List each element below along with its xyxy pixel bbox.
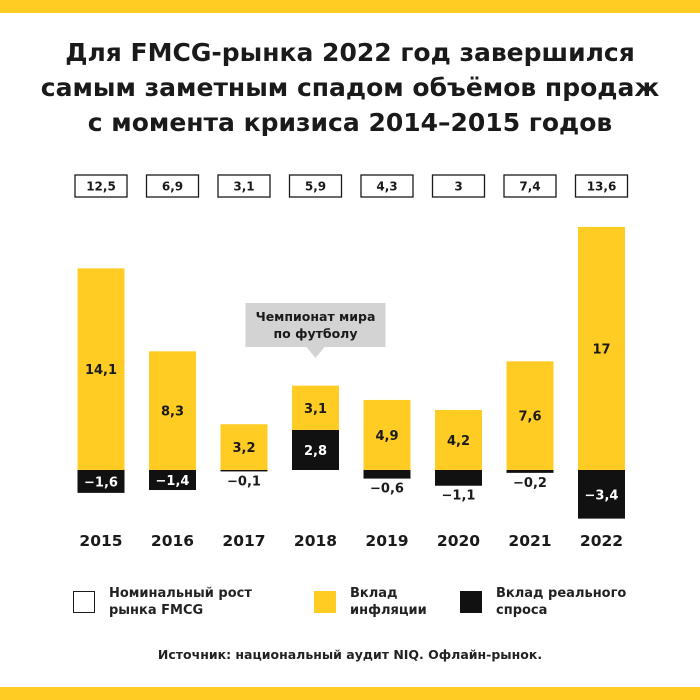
chart-title: Для FMCG-рынка 2022 год завершился самым… [0,35,700,140]
nominal-growth-box [503,174,557,198]
bar-inflation [506,361,554,470]
nominal-growth-box [574,174,629,198]
bar-label-real-demand: 2,8 [304,444,327,459]
bar-real-demand [149,470,196,491]
annotation-line-2: по футболу [274,326,358,341]
bar-inflation [149,351,196,470]
bar-real-demand [77,470,125,493]
bar-inflation [363,399,411,470]
x-tick-label: 2022 [580,532,623,550]
bar-label-real-demand: −1,1 [442,489,476,504]
x-tick-label: 2021 [508,532,551,550]
bar-inflation [77,268,125,470]
bar-label-inflation: 4,2 [447,434,470,449]
bar-label-inflation: 8,3 [161,405,184,420]
bar-label-real-demand: −0,2 [513,476,547,491]
x-tick-label: 2015 [79,532,122,550]
bar-inflation [220,424,268,470]
nominal-growth-label: 12,5 [86,180,116,194]
nominal-growth-box [145,174,200,198]
nominal-growth-box [74,174,128,198]
nominal-growth-box [217,174,271,198]
annotation-callout [245,303,386,347]
source-note: Источник: национальный аудит NIQ. Офлайн… [157,647,543,662]
nominal-growth-box [431,174,486,198]
legend-item-inflation: Вклад инфляции [314,585,500,619]
bar-inflation [292,385,339,430]
bar-label-real-demand: −3,4 [585,488,619,503]
legend-label-real: Вклад реального спроса [496,586,627,618]
nominal-growth-label: 7,4 [519,180,540,194]
title-line-3: с момента кризиса 2014–2015 годов [87,108,613,137]
bar-real-demand [435,470,482,486]
legend-item-nominal: Номинальный рост рынка FMCG [73,585,259,619]
annotation-line-1: Чемпионат мира [256,309,376,324]
nominal-growth-label: 3,1 [233,180,254,194]
nominal-growth-label: 3 [454,180,462,194]
bar-real-demand [506,470,554,473]
legend: Номинальный рост рынка FMCG Вклад инфляц… [0,585,700,635]
nominal-growth-box [288,174,343,198]
bar-label-real-demand: −0,6 [370,482,404,497]
bar-label-inflation: 3,2 [232,441,255,456]
x-tick-label: 2020 [437,532,480,550]
title-line-2: самым заметным спадом объёмов продаж [40,73,660,102]
legend-swatch-inflation [314,591,336,613]
bar-label-real-demand: −0,1 [227,474,261,489]
nominal-growth-label: 4,3 [376,180,397,194]
annotation-pointer [306,347,325,358]
legend-swatch-real [460,591,482,613]
bar-real-demand [363,470,411,479]
bar-real-demand [578,470,625,519]
legend-label-nominal: Номинальный рост рынка FMCG [109,586,252,618]
legend-swatch-nominal [73,591,95,613]
x-tick-label: 2019 [365,532,408,550]
bar-label-inflation: 14,1 [85,363,117,378]
bar-label-real-demand: −1,4 [156,474,190,489]
nominal-growth-label: 5,9 [305,180,326,194]
legend-item-real: Вклад реального спроса [460,585,646,619]
bar-label-inflation: 3,1 [304,402,327,417]
legend-label-inflation: Вклад инфляции [350,586,427,618]
title-line-1: Для FMCG-рынка 2022 год завершился [65,38,635,67]
bar-label-inflation: 4,9 [375,429,398,444]
nominal-growth-label: 6,9 [162,180,183,194]
x-tick-label: 2018 [294,532,337,550]
bar-label-inflation: 7,6 [518,410,541,425]
x-tick-label: 2017 [222,532,265,550]
nominal-growth-box [360,174,414,198]
bar-real-demand [220,470,268,472]
bar-label-inflation: 17 [592,342,610,357]
bar-inflation [578,226,625,470]
nominal-growth-label: 13,6 [587,180,617,194]
x-tick-label: 2016 [151,532,194,550]
bar-real-demand [292,429,339,470]
bar-label-real-demand: −1,6 [84,475,118,490]
bar-inflation [435,409,482,470]
